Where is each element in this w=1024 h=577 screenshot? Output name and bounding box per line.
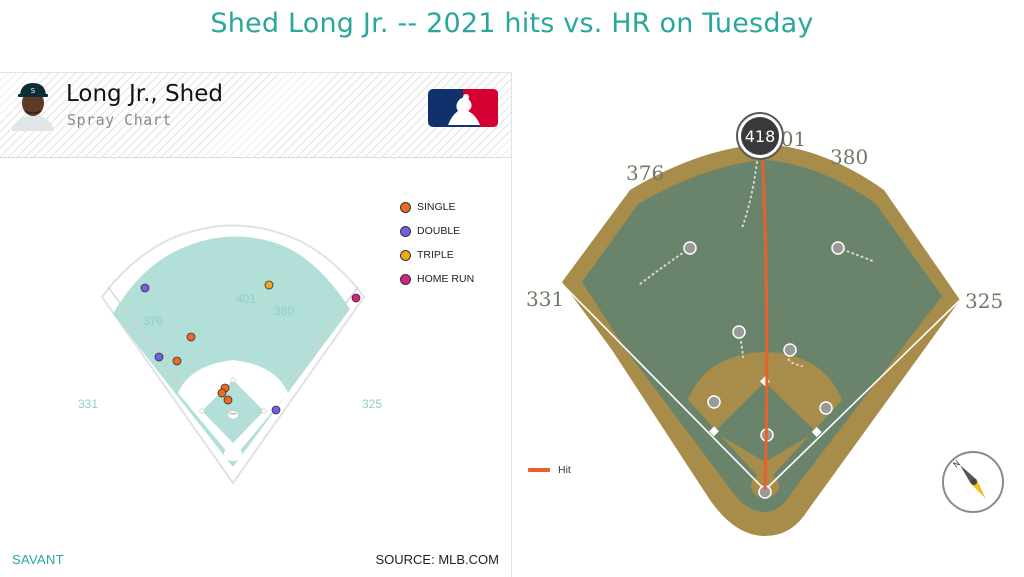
player-avatar: S	[12, 83, 54, 131]
legend-item-single: SINGLE	[400, 195, 474, 219]
spray-legend: SINGLE DOUBLE TRIPLE HOME RUN	[400, 195, 474, 291]
legend-item-double: DOUBLE	[400, 219, 474, 243]
outfield-grass	[113, 236, 350, 467]
distance-center: 401	[236, 292, 256, 306]
fielder-marker	[783, 343, 797, 357]
panel-header: S Long Jr., Shed Spray Chart	[0, 73, 511, 158]
pitchers-mound	[227, 410, 239, 420]
field-distance-left-center: 376	[626, 161, 664, 185]
distance-right-center: 380	[274, 304, 294, 318]
fielder-path	[837, 247, 876, 263]
field-distance-right-center: 380	[830, 145, 868, 169]
svg-text:N: N	[952, 459, 962, 470]
mlb-logo	[428, 89, 498, 127]
legend-label: HOME RUN	[417, 273, 475, 285]
fielder-marker	[831, 241, 845, 255]
distance-right: 325	[362, 397, 382, 411]
left-foul-line	[563, 285, 766, 491]
hit-home-run	[351, 293, 361, 303]
third-base	[198, 407, 206, 415]
fielder-marker	[732, 325, 746, 339]
hit-single	[172, 356, 182, 366]
page-title: Shed Long Jr. -- 2021 hits vs. HR on Tue…	[210, 8, 814, 39]
hit-trajectory	[760, 142, 769, 490]
legend-item-triple: TRIPLE	[400, 243, 474, 267]
hit-single	[223, 395, 233, 405]
fielder-path	[786, 349, 803, 367]
legend-dot-triple	[400, 249, 411, 261]
savant-footer-link[interactable]: SAVANT	[12, 552, 64, 567]
field-distance-left: 331	[526, 287, 564, 311]
hit-triple	[264, 280, 274, 290]
spray-chart: 331 376 401 380 325	[78, 224, 382, 485]
legend-label: DOUBLE	[417, 225, 461, 237]
legend-dot-double	[400, 225, 411, 237]
home-run-distance-badge: 418	[736, 112, 784, 160]
hit-single	[217, 388, 227, 398]
legend-dot-home-run	[400, 273, 411, 285]
hit-double	[271, 405, 281, 415]
hit-single	[186, 332, 196, 342]
spray-chart-panel: S Long Jr., Shed Spray Chart 331	[0, 72, 512, 577]
fielder-path	[741, 161, 758, 229]
outfield-grass	[582, 160, 942, 512]
distance-left: 331	[78, 397, 98, 411]
first-base	[260, 407, 268, 415]
hit-legend-label: Hit	[558, 464, 571, 476]
hit-double	[154, 352, 164, 362]
fielder-marker	[707, 395, 721, 409]
home-plate-area	[224, 447, 242, 461]
legend-label: TRIPLE	[417, 249, 454, 261]
distance-left-center: 376	[143, 314, 163, 328]
legend-dot-single	[400, 201, 411, 213]
outer-boundary	[100, 224, 366, 485]
field-distance-right: 325	[965, 289, 1003, 313]
fielder-marker	[683, 241, 697, 255]
fielder-marker	[819, 401, 833, 415]
hit-legend-swatch	[528, 468, 550, 472]
ballpark-field: 331 376 401 380 325 418	[526, 112, 1003, 536]
second-base	[229, 376, 237, 384]
player-name: Long Jr., Shed	[66, 81, 223, 107]
source-credit: SOURCE: MLB.COM	[375, 552, 499, 567]
right-foul-line	[764, 299, 961, 491]
svg-text:S: S	[31, 87, 36, 95]
legend-label: SINGLE	[417, 201, 456, 213]
legend-item-home-run: HOME RUN	[400, 267, 474, 291]
hit-double	[140, 283, 150, 293]
home-run-distance: 418	[745, 127, 776, 146]
chart-label: Spray Chart	[67, 111, 172, 129]
hit-legend: Hit	[528, 464, 571, 476]
compass-icon[interactable]: N	[941, 450, 1005, 514]
third-base	[709, 426, 719, 437]
